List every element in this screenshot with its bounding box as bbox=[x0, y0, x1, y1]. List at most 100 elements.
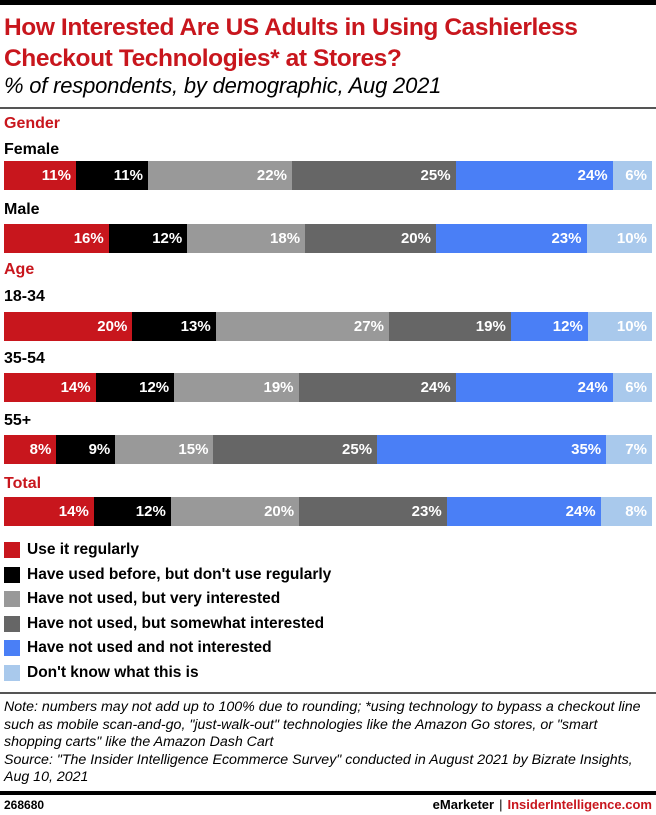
brand-emarketer: eMarketer bbox=[432, 797, 495, 812]
bar-segment-total-3: 20% bbox=[170, 497, 300, 526]
data-label: 20% bbox=[97, 318, 128, 335]
bar-segment-18-34-4: 19% bbox=[388, 312, 511, 341]
data-label: 11% bbox=[41, 167, 71, 184]
bar-segment-male-4: 20% bbox=[305, 224, 436, 253]
legend-label: Don't know what this is bbox=[27, 663, 199, 681]
source-text: Source: "The Insider Intelligence Ecomme… bbox=[4, 751, 633, 786]
bar-segment-35-54-3: 19% bbox=[174, 373, 299, 402]
data-label: 19% bbox=[475, 318, 506, 335]
bar-segment-35-54-2: 12% bbox=[95, 373, 175, 402]
bar-segment-18-34-5: 12% bbox=[510, 312, 588, 341]
data-label: 19% bbox=[263, 379, 294, 396]
legend-swatch bbox=[4, 640, 20, 657]
bar-18-34: 20% 13% 27% 19% 12% 10% bbox=[4, 312, 652, 341]
legend-label: Have not used, but somewhat interested bbox=[27, 614, 325, 632]
data-label: 24% bbox=[577, 379, 608, 396]
legend-item: Have not used, but somewhat interested bbox=[4, 612, 331, 637]
data-label: 9% bbox=[88, 441, 111, 458]
row-label-female: Female bbox=[4, 141, 60, 158]
bar-male: 16% 12% 18% 20% 23% 10% bbox=[4, 224, 652, 253]
bar-female: 11% 11% 22% 25% 24% 6% bbox=[4, 161, 652, 190]
data-label: 10% bbox=[616, 230, 647, 247]
legend-swatch bbox=[4, 542, 20, 559]
bar-segment-male-3: 18% bbox=[187, 224, 306, 253]
legend-item: Use it regularly bbox=[4, 538, 331, 563]
data-label: 14% bbox=[60, 379, 91, 396]
bar-segment-18-34-6: 10% bbox=[587, 312, 652, 341]
bar-segment-total-2: 12% bbox=[93, 497, 171, 526]
legend-label: Have not used and not interested bbox=[27, 639, 272, 657]
bar-55: 8% 9% 15% 25% 35% 7% bbox=[4, 435, 652, 464]
row-label-55: 55+ bbox=[4, 412, 32, 429]
bar-segment-35-54-6: 6% bbox=[612, 373, 652, 402]
bar-segment-55-2: 9% bbox=[56, 435, 116, 464]
bar-segment-total-1: 14% bbox=[4, 497, 94, 526]
group-label-total: Total bbox=[4, 475, 42, 492]
data-label: 11% bbox=[113, 167, 143, 184]
bar-segment-55-6: 7% bbox=[606, 435, 652, 464]
bar-segment-35-54-5: 24% bbox=[455, 373, 613, 402]
data-label: 22% bbox=[256, 167, 287, 184]
legend-label: Use it regularly bbox=[27, 541, 139, 559]
bar-segment-male-1: 16% bbox=[4, 224, 109, 253]
data-label: 6% bbox=[625, 167, 647, 184]
bar-segment-total-4: 23% bbox=[299, 497, 447, 526]
bar-segment-35-54-4: 24% bbox=[298, 373, 456, 402]
bar-segment-female-3: 22% bbox=[147, 161, 292, 190]
bar-total: 14% 12% 20% 23% 24% 8% bbox=[4, 497, 652, 526]
brand: eMarketer | InsiderIntelligence.com bbox=[433, 797, 652, 812]
data-label: 24% bbox=[577, 167, 608, 184]
data-label: 20% bbox=[400, 230, 431, 247]
bar-segment-18-34-1: 20% bbox=[4, 312, 133, 341]
legend-swatch bbox=[4, 615, 20, 632]
data-label: 24% bbox=[565, 503, 596, 520]
data-label: 23% bbox=[551, 230, 582, 247]
bar-segment-18-34-2: 13% bbox=[132, 312, 216, 341]
bar-segment-male-2: 12% bbox=[108, 224, 188, 253]
bottom-rule bbox=[0, 791, 656, 795]
data-label: 15% bbox=[178, 441, 209, 458]
data-label: 12% bbox=[152, 230, 183, 247]
group-label-gender: Gender bbox=[4, 115, 61, 132]
data-label: 24% bbox=[420, 379, 451, 396]
legend-item: Don't know what this is bbox=[4, 661, 331, 686]
notes: Note: numbers may not add up to 100% due… bbox=[4, 699, 654, 787]
brand-insiderintelligence: InsiderIntelligence.com bbox=[507, 797, 653, 812]
data-label: 16% bbox=[73, 230, 104, 247]
data-label: 10% bbox=[616, 318, 647, 335]
data-label: 18% bbox=[270, 230, 301, 247]
bar-segment-female-5: 24% bbox=[455, 161, 613, 190]
data-label: 35% bbox=[571, 441, 602, 458]
footer-divider bbox=[0, 692, 656, 694]
chart-subtitle: % of respondents, by demographic, Aug 20… bbox=[4, 73, 442, 98]
bar-segment-35-54-1: 14% bbox=[4, 373, 96, 402]
data-label: 14% bbox=[58, 503, 89, 520]
legend-item: Have used before, but don't use regularl… bbox=[4, 563, 331, 588]
chart-id: 268680 bbox=[4, 798, 45, 812]
bar-segment-total-5: 24% bbox=[446, 497, 601, 526]
header-divider bbox=[0, 107, 656, 109]
brand-separator: | bbox=[499, 797, 503, 812]
data-label: 6% bbox=[625, 379, 647, 396]
legend-label: Have not used, but very interested bbox=[27, 590, 281, 608]
row-label-18-34: 18-34 bbox=[4, 288, 45, 305]
bar-segment-total-6: 8% bbox=[600, 497, 652, 526]
bar-segment-male-5: 23% bbox=[435, 224, 587, 253]
legend-swatch bbox=[4, 591, 20, 608]
bar-segment-male-6: 10% bbox=[586, 224, 652, 253]
data-label: 8% bbox=[29, 441, 52, 458]
data-label: 27% bbox=[353, 318, 384, 335]
top-rule bbox=[0, 0, 656, 5]
data-label: 23% bbox=[411, 503, 442, 520]
data-label: 13% bbox=[180, 318, 211, 335]
group-label-age: Age bbox=[4, 261, 35, 278]
data-label: 12% bbox=[135, 503, 166, 520]
chart-title: How Interested Are US Adults in Using Ca… bbox=[4, 14, 578, 72]
row-label-male: Male bbox=[4, 201, 40, 218]
bar-segment-female-2: 11% bbox=[75, 161, 148, 190]
legend-swatch bbox=[4, 664, 20, 681]
data-label: 7% bbox=[625, 441, 647, 458]
bar-segment-55-5: 35% bbox=[377, 435, 607, 464]
note-text: Note: numbers may not add up to 100% due… bbox=[4, 699, 641, 750]
legend-item: Have not used, but very interested bbox=[4, 587, 331, 612]
